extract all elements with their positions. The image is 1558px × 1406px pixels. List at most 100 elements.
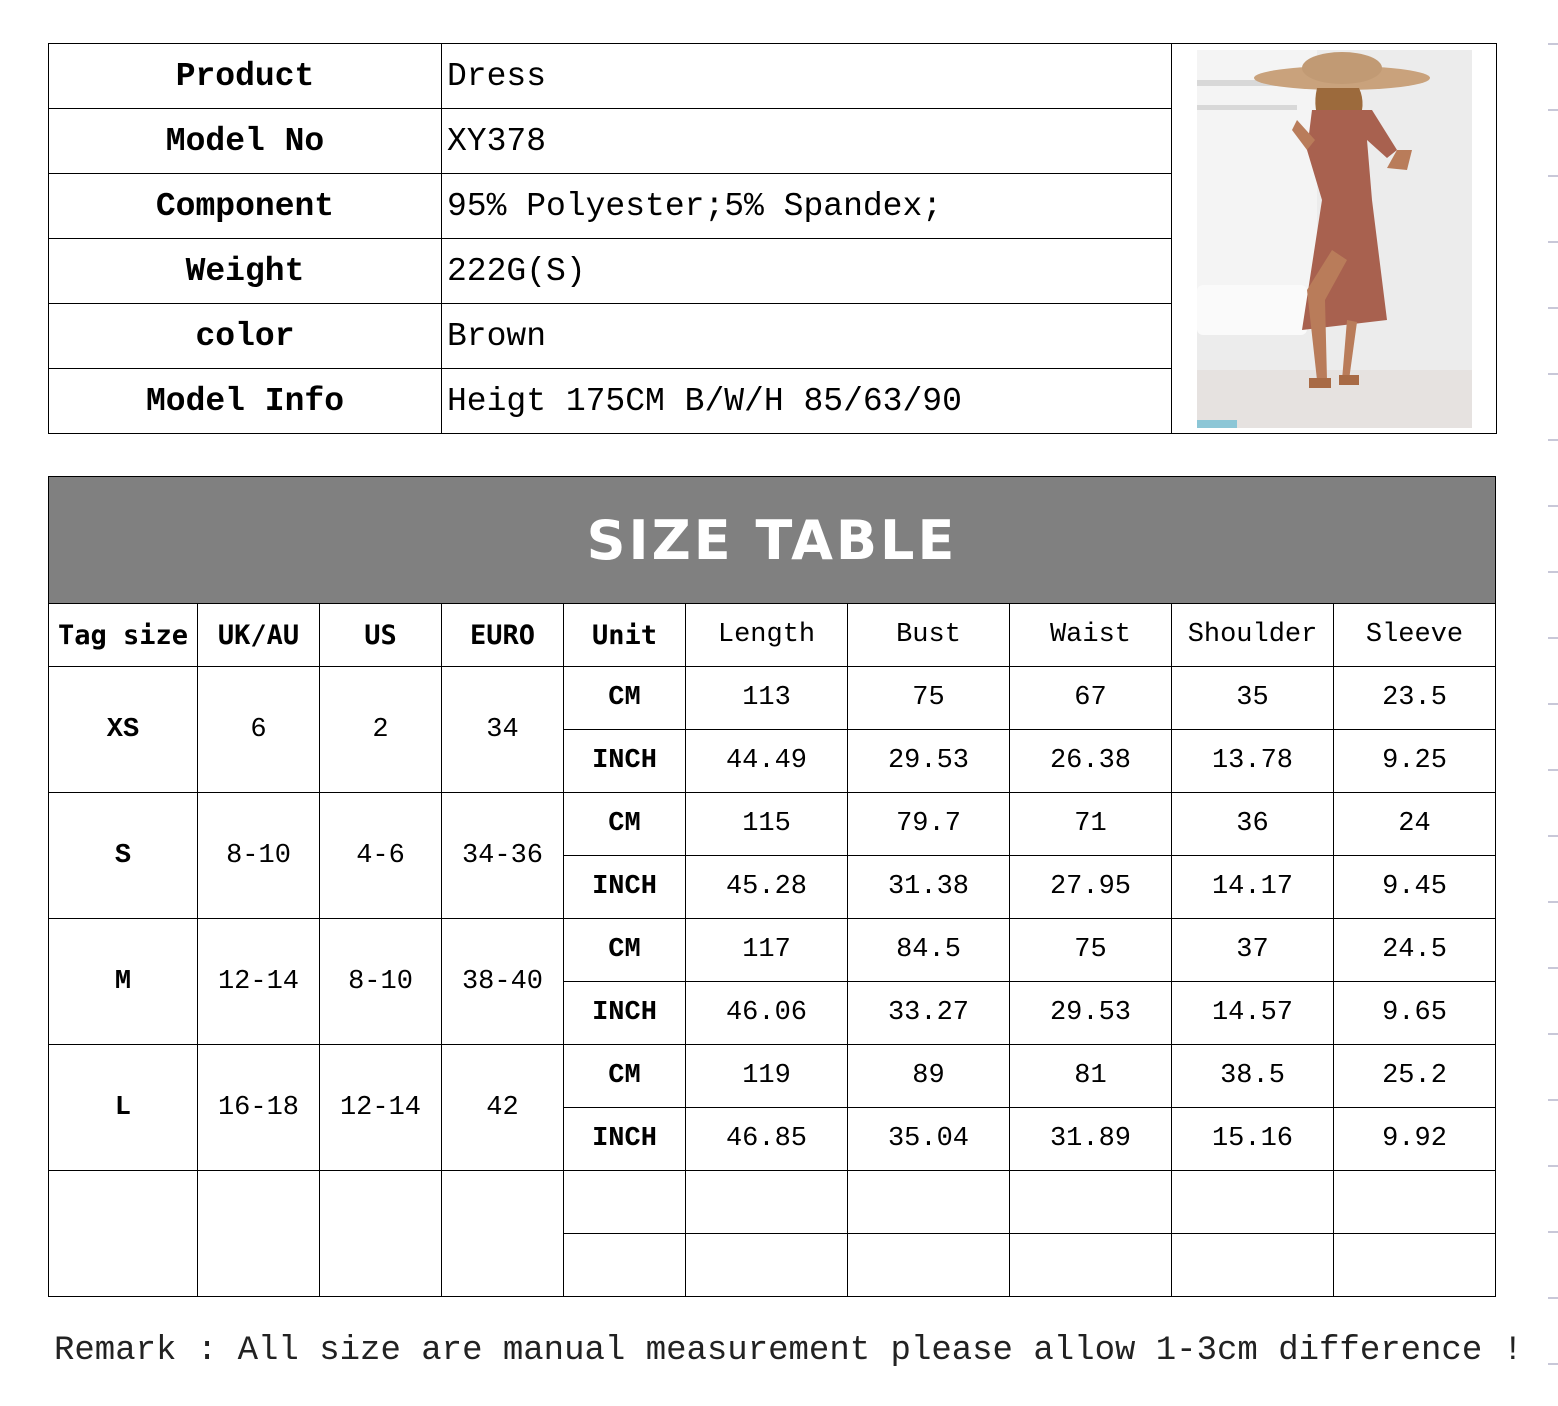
size-row-cm: L 16-18 12-14 42 CM 119 89 81 38.5 25.2 (48, 1044, 1496, 1171)
product-photo (1196, 49, 1472, 428)
info-label: Model No (48, 108, 442, 174)
inch-value: 14.57 (1171, 981, 1334, 1045)
size-row-cm: S 8-10 4-6 34-36 CM 115 79.7 71 36 24 (48, 792, 1496, 919)
empty-cell (563, 1233, 686, 1297)
size-row-cm: XS 6 2 34 CM 113 75 67 35 23.5 (48, 666, 1496, 793)
edge-tick (1548, 967, 1558, 969)
us-size: 2 (319, 666, 442, 793)
edge-tick (1548, 637, 1558, 639)
edge-tick (1548, 769, 1558, 771)
inch-value: 9.65 (1333, 981, 1496, 1045)
empty-cell (1009, 1170, 1172, 1234)
edge-tick (1548, 307, 1558, 309)
inch-value: 15.16 (1171, 1107, 1334, 1171)
cm-value: 84.5 (847, 918, 1010, 982)
size-table: SIZE TABLE Tag size UK/AU US EURO Unit Length… (48, 476, 1496, 1297)
header-uk-au: UK/AU (197, 603, 320, 667)
cm-value: 35 (1171, 666, 1334, 730)
empty-cell (563, 1170, 686, 1234)
size-table-title: SIZE TABLE (48, 476, 1496, 604)
inch-value: 44.49 (685, 729, 848, 793)
cm-value: 71 (1009, 792, 1172, 856)
cm-value: 67 (1009, 666, 1172, 730)
empty-cell (847, 1170, 1010, 1234)
info-label: color (48, 303, 442, 369)
info-row: color Brown (48, 303, 1497, 369)
info-row: Weight 222G(S) (48, 238, 1497, 304)
inch-value: 26.38 (1009, 729, 1172, 793)
inch-value: 46.06 (685, 981, 848, 1045)
empty-cell (685, 1233, 848, 1297)
cm-value: 79.7 (847, 792, 1010, 856)
info-value: Dress (441, 43, 1172, 109)
empty-cell (1333, 1170, 1496, 1234)
us-size: 8-10 (319, 918, 442, 1045)
cm-value: 24 (1333, 792, 1496, 856)
unit-label: CM (563, 792, 686, 856)
cm-value: 38.5 (1171, 1044, 1334, 1108)
info-label: Weight (48, 238, 442, 304)
uk-au-size: 6 (197, 666, 320, 793)
cm-value: 75 (1009, 918, 1172, 982)
tag-size: L (48, 1044, 198, 1171)
tag-size: M (48, 918, 198, 1045)
header-waist: Waist (1009, 603, 1172, 667)
edge-tick (1548, 1099, 1558, 1101)
product-info-table: Product Dress Model No XY378 Component 95% P… (48, 43, 1497, 434)
empty-cell (1171, 1233, 1334, 1297)
info-label: Product (48, 43, 442, 109)
inch-value: 35.04 (847, 1107, 1010, 1171)
inch-value: 9.45 (1333, 855, 1496, 919)
cm-value: 119 (685, 1044, 848, 1108)
tag-size: S (48, 792, 198, 919)
edge-tick (1548, 373, 1558, 375)
edge-tick (1548, 109, 1558, 111)
empty-cell (1333, 1233, 1496, 1297)
unit-label: CM (563, 918, 686, 982)
empty-cell (685, 1170, 848, 1234)
unit-label: INCH (563, 981, 686, 1045)
us-size: 12-14 (319, 1044, 442, 1171)
edge-tick (1548, 505, 1558, 507)
header-tag-size: Tag size (48, 603, 198, 667)
header-bust: Bust (847, 603, 1010, 667)
cm-value: 23.5 (1333, 666, 1496, 730)
empty-cell (847, 1233, 1010, 1297)
inch-value: 13.78 (1171, 729, 1334, 793)
tag-size: XS (48, 666, 198, 793)
info-row: Component 95% Polyester;5% Spandex; (48, 173, 1497, 239)
size-header-row: Tag size UK/AU US EURO Unit Length Bust Waist Sh… (48, 603, 1496, 667)
size-row-inch: INCH 46.06 33.27 29.53 14.57 9.65 (49, 981, 1496, 1045)
euro-size: 34 (441, 666, 564, 793)
header-us: US (319, 603, 442, 667)
empty-cell (319, 1170, 442, 1297)
cm-value: 36 (1171, 792, 1334, 856)
size-row-cm: M 12-14 8-10 38-40 CM 117 84.5 75 37 24.5 (48, 918, 1496, 1045)
product-photo-cell (1171, 43, 1497, 434)
empty-cell (1171, 1170, 1334, 1234)
edge-tick (1548, 175, 1558, 177)
info-value: XY378 (441, 108, 1172, 174)
empty-cell (1009, 1233, 1172, 1297)
info-row: Model Info Heigt 175CM B/W/H 85/63/90 (48, 368, 1497, 434)
header-length: Length (685, 603, 848, 667)
info-value: 95% Polyester;5% Spandex; (441, 173, 1172, 239)
edge-tick (1548, 1033, 1558, 1035)
edge-tick (1548, 901, 1558, 903)
unit-label: INCH (563, 729, 686, 793)
uk-au-size: 16-18 (197, 1044, 320, 1171)
euro-size: 42 (441, 1044, 564, 1171)
uk-au-size: 12-14 (197, 918, 320, 1045)
inch-value: 31.89 (1009, 1107, 1172, 1171)
inch-value: 27.95 (1009, 855, 1172, 919)
info-row: Product Dress (48, 43, 1497, 434)
info-label: Model Info (48, 368, 442, 434)
header-shoulder: Shoulder (1171, 603, 1334, 667)
unit-label: INCH (563, 855, 686, 919)
edge-tick (1548, 703, 1558, 705)
edge-tick (1548, 1165, 1558, 1167)
edge-tick (1548, 1297, 1558, 1299)
empty-row (49, 1233, 1496, 1297)
unit-label: CM (563, 666, 686, 730)
inch-value: 29.53 (847, 729, 1010, 793)
